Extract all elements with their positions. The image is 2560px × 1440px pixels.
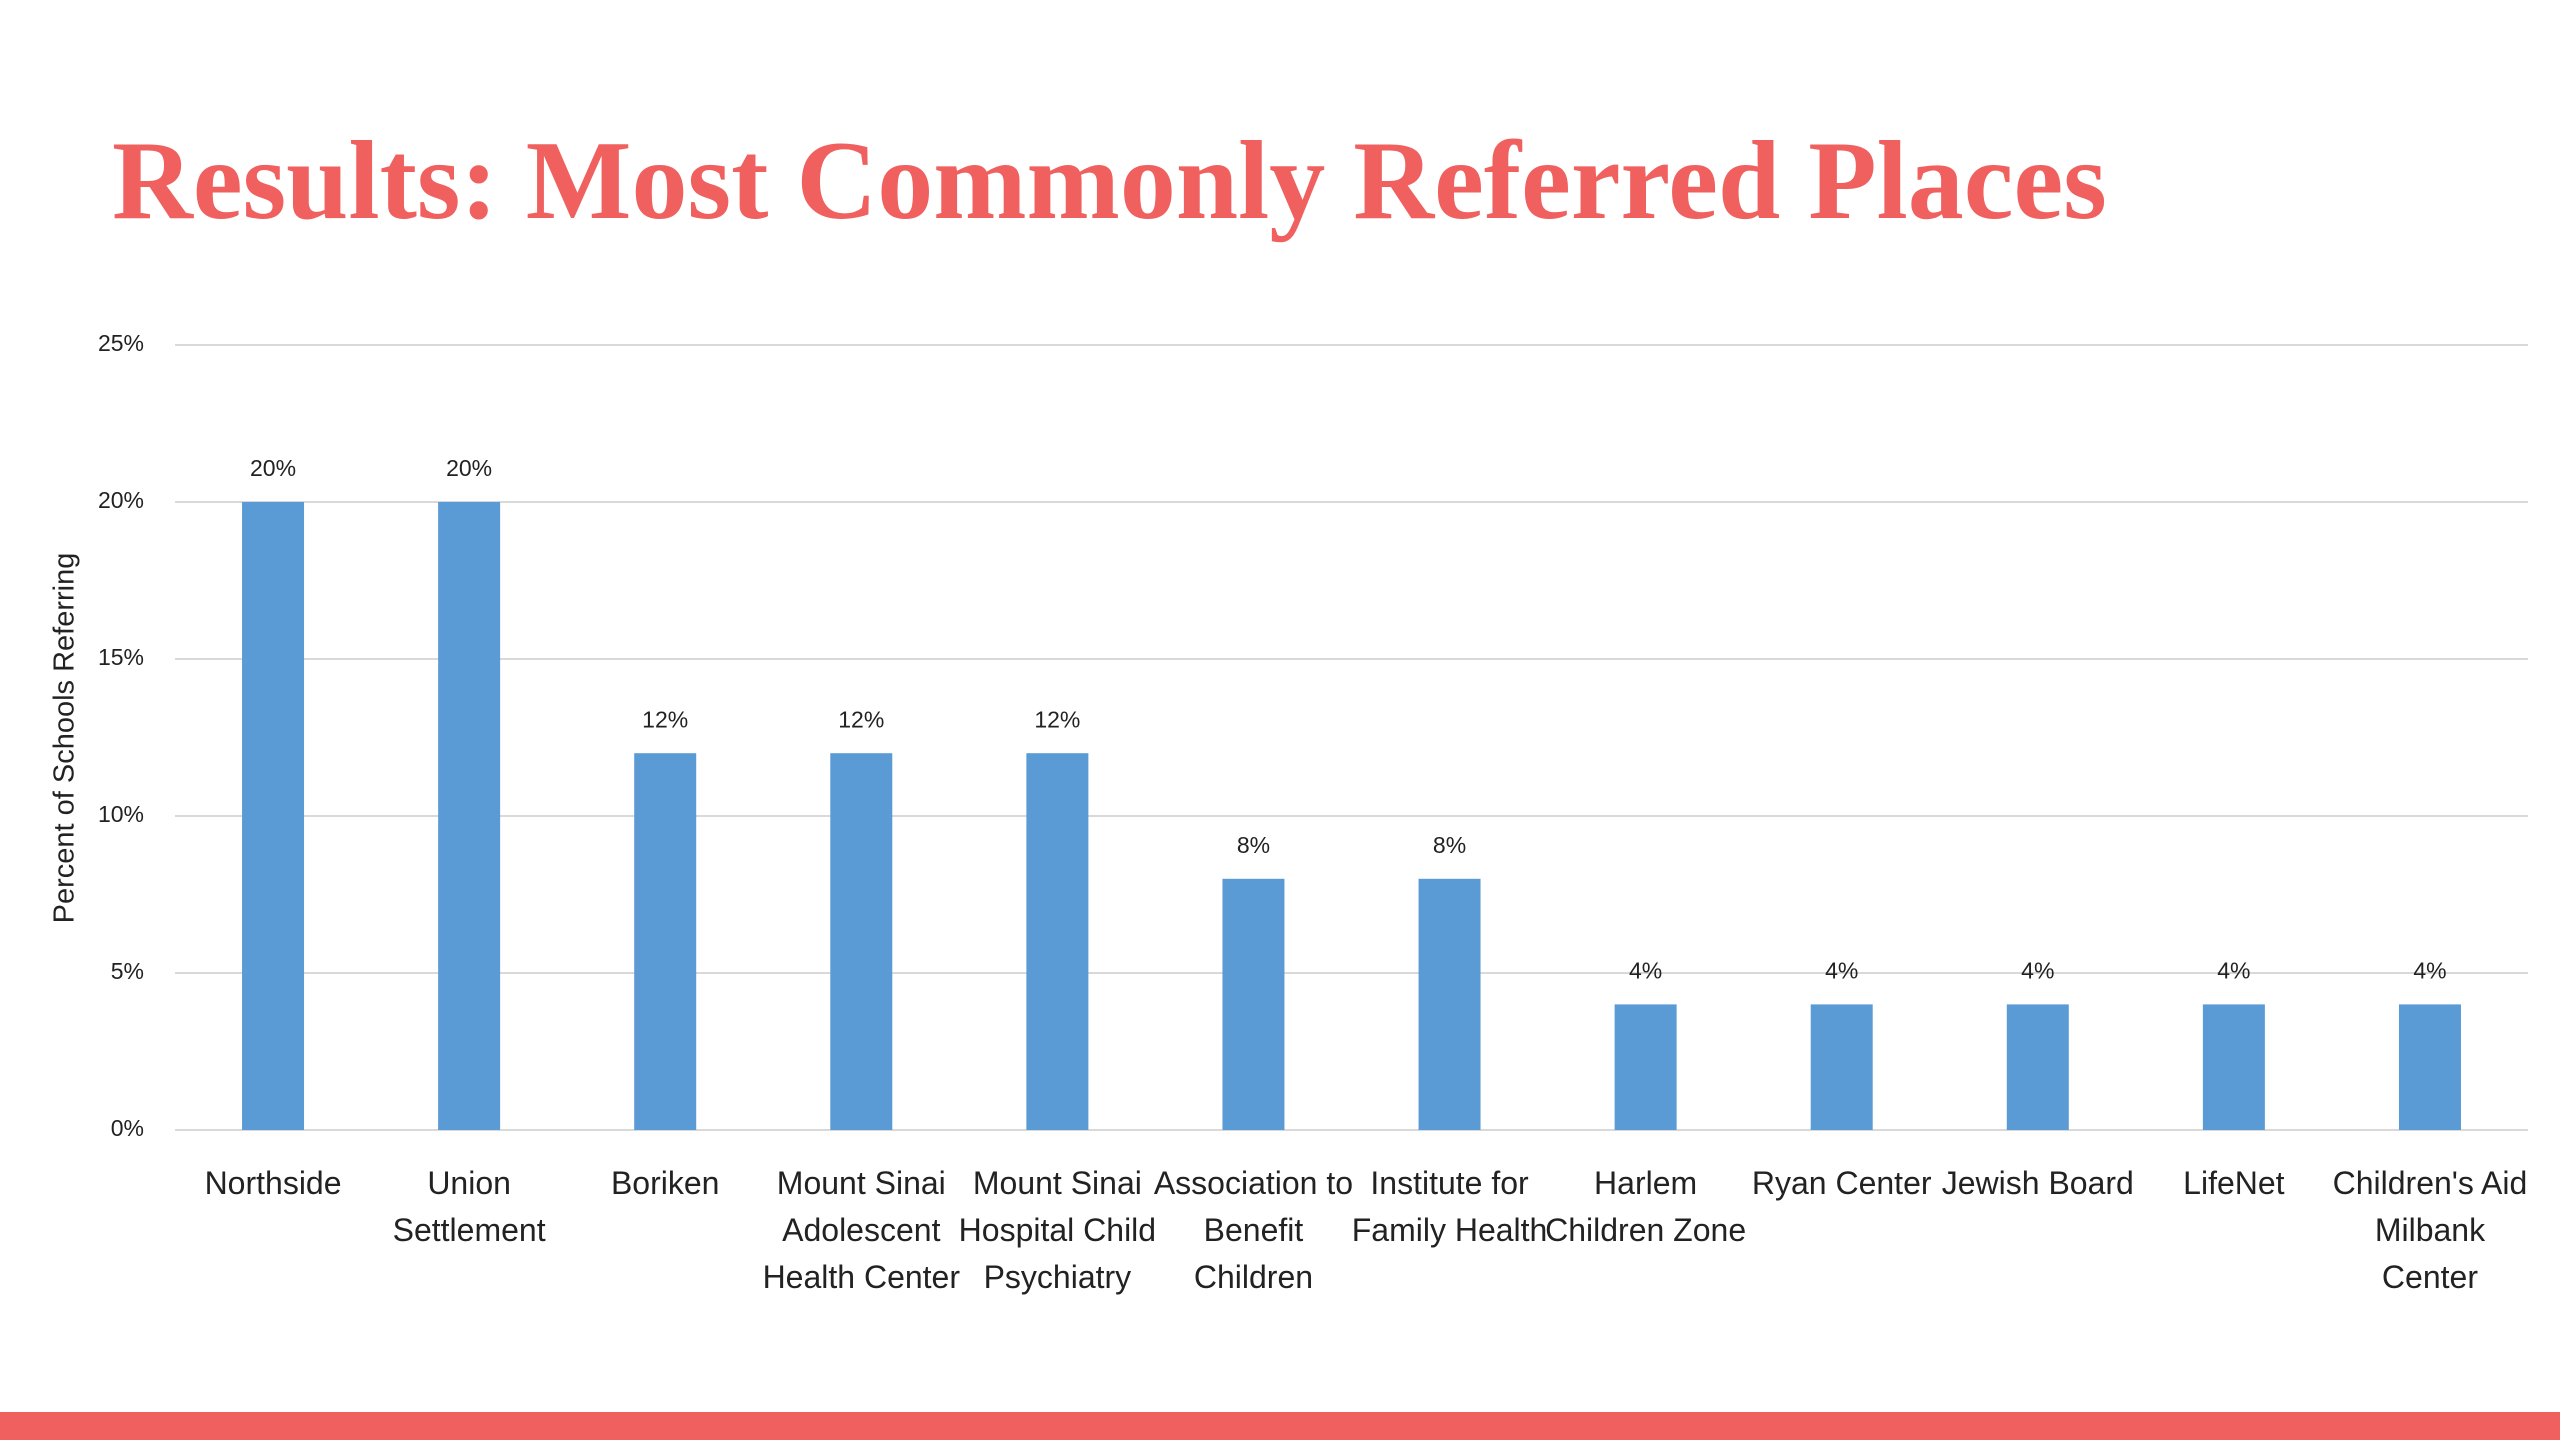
bar [634, 753, 697, 1130]
x-tick-label: Boriken [610, 1165, 720, 1201]
value-label: 4% [2413, 957, 2446, 983]
value-label: 12% [1034, 706, 1080, 732]
value-label: 4% [1825, 957, 1858, 983]
y-tick-label: 5% [111, 958, 144, 984]
bar [438, 502, 501, 1130]
bar [2398, 1004, 2461, 1130]
x-tick-label: Mount Sinai Hospital Child Psychiatry [958, 1165, 1157, 1295]
x-tick-label: Northside [204, 1165, 342, 1201]
value-label: 12% [838, 706, 884, 732]
value-label: 8% [1237, 832, 1270, 858]
bar [1418, 878, 1481, 1130]
x-tick-label: Association to Benefit Children [1153, 1165, 1354, 1295]
bar [2202, 1004, 2265, 1130]
x-tick-label: Jewish Board [1941, 1165, 2134, 1201]
y-tick-label: 10% [98, 801, 144, 827]
bar [1614, 1004, 1677, 1130]
x-tick-label: Ryan Center [1751, 1165, 1932, 1201]
value-label: 4% [2021, 957, 2054, 983]
footer-bar [0, 1412, 2560, 1440]
x-tick-label: Harlem Children Zone [1545, 1165, 1747, 1248]
y-tick-label: 0% [111, 1115, 144, 1141]
value-label: 12% [642, 706, 688, 732]
bar [1026, 753, 1089, 1130]
chart-title: Results: Most Commonly Referred Places [112, 119, 2107, 243]
y-tick-label: 25% [98, 330, 144, 356]
bar [830, 753, 893, 1130]
x-tick-label: LifeNet [2183, 1165, 2285, 1201]
value-label: 20% [446, 455, 492, 481]
y-tick-label: 20% [98, 487, 144, 513]
value-label: 4% [1629, 957, 1662, 983]
bar [2006, 1004, 2069, 1130]
x-tick-label: Mount Sinai Adolescent Health Center [762, 1165, 960, 1295]
x-tick-label: Institute for Family Health [1351, 1165, 1548, 1248]
value-label: 4% [2217, 957, 2250, 983]
bar [242, 502, 305, 1130]
y-axis-title: Percent of Schools Referring [49, 553, 81, 924]
y-tick-label: 15% [98, 644, 144, 670]
x-tick-label: Children's Aid Milbank Center [2332, 1165, 2528, 1295]
value-label: 20% [250, 455, 296, 481]
bar [1222, 878, 1285, 1130]
x-tick-label: Union Settlement [392, 1165, 546, 1248]
bar [1810, 1004, 1873, 1130]
value-label: 8% [1433, 832, 1466, 858]
